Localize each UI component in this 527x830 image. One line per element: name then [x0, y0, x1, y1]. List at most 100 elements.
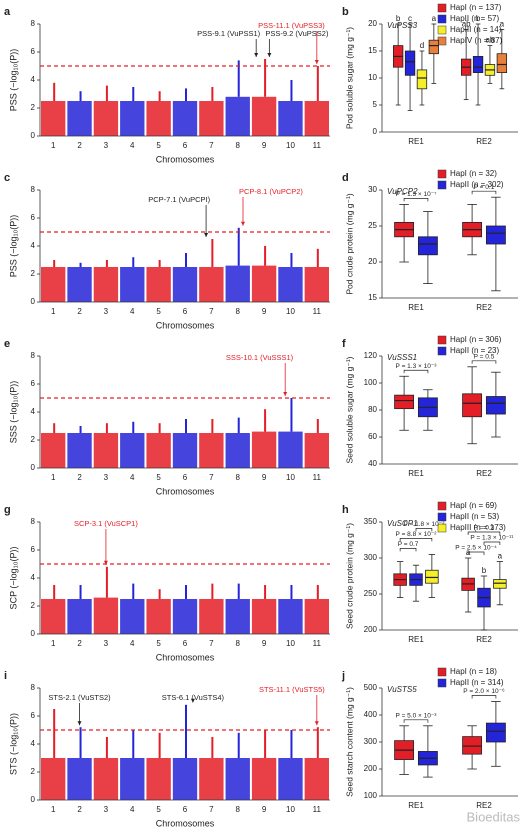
snp-cloud	[120, 267, 145, 302]
annotation-label: PCP-7.1 (VuPCPI)	[148, 195, 210, 204]
p-value: P = 1.3 × 10⁻⁷	[395, 191, 437, 198]
box	[417, 236, 438, 256]
p-value: P = 0.7	[398, 541, 419, 548]
y-tick-label: 250	[364, 589, 378, 598]
y-axis-label: Pod soluble sugar (mg g⁻¹)	[344, 27, 354, 129]
x-tick-label: 3	[104, 307, 109, 316]
x-tick-label: RE2	[476, 801, 492, 810]
annotation-label: SSS-10.1 (VuSSS1)	[226, 353, 294, 362]
annotation-arrowhead	[190, 698, 195, 703]
y-axis-label: PSS (−log₁₀(P))	[8, 49, 18, 112]
box	[394, 394, 415, 410]
legend-swatch	[437, 169, 447, 179]
legend-label: HapII (n = 314)	[450, 678, 504, 687]
legend-label: HapI (n = 306)	[450, 335, 502, 344]
box	[462, 736, 483, 755]
x-tick-label: 9	[262, 141, 267, 150]
x-tick-label: 11	[313, 805, 322, 814]
p-value: P = 5.0 × 10⁻³	[396, 713, 438, 720]
y-tick-label: 0	[31, 795, 36, 804]
annotation-label: PSS-9.2 (VuPSS2)	[265, 29, 329, 38]
legend-label: HapII (n = 23)	[450, 346, 499, 355]
x-tick-label: 11	[313, 473, 322, 482]
p-value: P = 1.3 × 10⁻¹¹	[470, 535, 514, 542]
snp-cloud	[278, 431, 303, 468]
group-letter: b	[396, 14, 401, 23]
annotation-arrowhead	[204, 233, 209, 237]
x-tick-label: 6	[183, 805, 188, 814]
group-letter: a	[498, 552, 503, 561]
snp-cloud	[146, 101, 171, 136]
legend-swatch	[437, 523, 447, 533]
x-tick-label: RE1	[408, 137, 424, 146]
p-value: P = 1.3 × 10⁻³	[396, 363, 438, 370]
annotation-label: STS-6.1 (VuSTS4)	[162, 693, 225, 702]
panel-letter: c	[4, 172, 10, 184]
snp-cloud	[93, 597, 119, 634]
x-tick-label: 4	[130, 639, 135, 648]
snp-cloud	[225, 265, 250, 302]
x-axis-label: Chromosomes	[156, 652, 215, 662]
annotation-arrowhead	[241, 221, 245, 226]
y-tick-label: 30	[368, 185, 377, 194]
legend-label: HapI (n = 69)	[450, 501, 497, 510]
annotation-label: PSS-9.1 (VuPSS1)	[197, 29, 261, 38]
annotation-arrowhead	[77, 721, 82, 726]
x-tick-label: RE1	[408, 303, 424, 312]
snp-cloud	[93, 101, 119, 136]
x-tick-label: 8	[236, 307, 241, 316]
snp-cloud	[120, 101, 145, 136]
p-value: P = 0.5	[474, 354, 495, 361]
box	[416, 69, 428, 90]
y-tick-label: 4	[31, 75, 36, 84]
x-tick-label: 6	[183, 473, 188, 482]
box	[485, 225, 506, 245]
snp-cloud	[225, 96, 250, 136]
y-axis-label: SSS (−log₁₀(P))	[8, 381, 18, 444]
p-bracket	[467, 551, 485, 555]
x-tick-label: RE2	[476, 137, 492, 146]
x-tick-label: 11	[313, 307, 322, 316]
snp-cloud	[199, 758, 224, 800]
x-tick-label: 11	[313, 639, 322, 648]
y-tick-label: 200	[364, 764, 378, 773]
snp-cloud	[172, 758, 198, 800]
x-tick-label: RE1	[408, 635, 424, 644]
x-tick-label: 8	[236, 473, 241, 482]
panel-letter: h	[342, 504, 349, 516]
x-axis-label: Chromosomes	[156, 154, 215, 164]
x-tick-label: 11	[313, 141, 322, 150]
snp-cloud	[199, 599, 224, 634]
snp-cloud	[67, 267, 92, 302]
snp-cloud	[67, 433, 92, 468]
annotation-label: PSS-11.1 (VuPSS3)	[258, 21, 325, 30]
y-tick-label: 60	[368, 432, 377, 441]
x-tick-label: RE2	[476, 469, 492, 478]
y-tick-label: 4	[31, 573, 36, 582]
annotation-label: PCP-8.1 (VuPCP2)	[239, 187, 303, 196]
x-tick-label: 9	[262, 473, 267, 482]
x-tick-label: RE2	[476, 303, 492, 312]
p-value: P = 2.5 × 10⁻⁴	[455, 545, 497, 552]
legend-swatch	[437, 346, 447, 356]
group-letter: ab	[462, 20, 471, 29]
x-tick-label: 3	[104, 639, 109, 648]
y-tick-label: 6	[31, 379, 36, 388]
panel-letter: i	[4, 670, 7, 682]
y-tick-label: 20	[368, 257, 377, 266]
snp-cloud	[120, 758, 145, 800]
legend-label: HapI (n = 32)	[450, 169, 497, 178]
snp-cloud	[172, 267, 198, 302]
legend-label: HapIV (n = 87)	[450, 36, 503, 45]
x-tick-label: 9	[262, 307, 267, 316]
x-tick-label: 4	[130, 307, 135, 316]
y-tick-label: 400	[364, 710, 378, 719]
x-tick-label: 9	[262, 639, 267, 648]
x-axis-label: Chromosomes	[156, 486, 215, 496]
legend-label: HapII (n = 57)	[450, 14, 499, 23]
snp-cloud	[146, 267, 171, 302]
snp-cloud	[120, 599, 145, 634]
snp-cloud	[304, 599, 329, 634]
snp-cloud	[304, 433, 329, 468]
x-tick-label: 7	[209, 141, 214, 150]
